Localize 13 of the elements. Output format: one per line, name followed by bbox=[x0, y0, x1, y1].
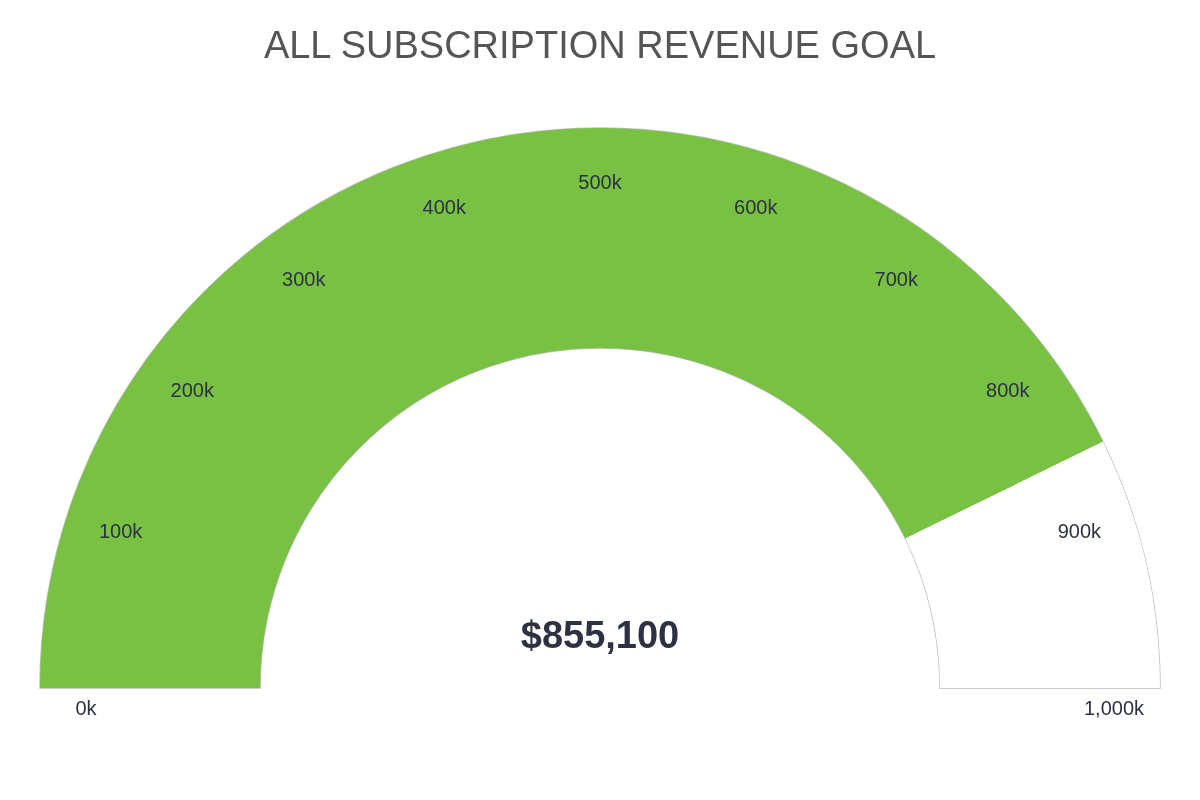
text: 600k bbox=[734, 195, 779, 218]
text: 200k bbox=[170, 379, 215, 402]
text: $855,100 bbox=[520, 614, 680, 656]
text: 700k bbox=[874, 267, 919, 290]
chart-title: ALL SUBSCRIPTION REVENUE GOAL bbox=[263, 24, 937, 66]
text: 0k bbox=[75, 697, 98, 720]
text: 500k bbox=[578, 171, 623, 194]
text: 1,000k bbox=[1083, 697, 1146, 720]
text: 800k bbox=[986, 379, 1031, 402]
text: 400k bbox=[422, 195, 467, 218]
text: 900k bbox=[1057, 519, 1103, 542]
text: 300k bbox=[282, 267, 327, 290]
text: 100k bbox=[98, 519, 144, 542]
